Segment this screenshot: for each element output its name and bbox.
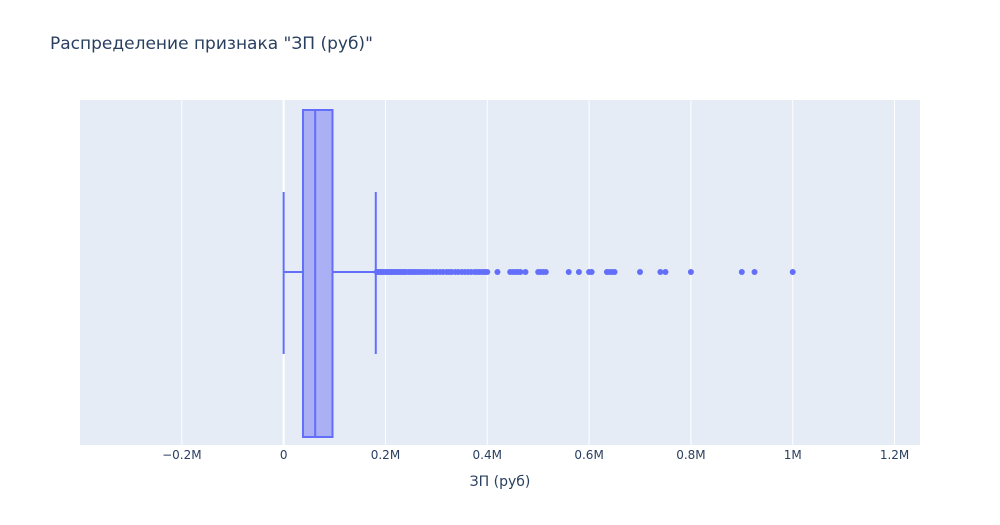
outlier-point <box>522 269 529 275</box>
outlier-point <box>657 269 664 275</box>
outlier-point <box>565 269 572 275</box>
outlier-point <box>637 269 643 275</box>
outlier-points <box>373 269 796 275</box>
chart-title: Распределение признака "ЗП (руб)" <box>50 34 373 54</box>
x-tick-label: 0.8M <box>676 448 705 462</box>
x-tick-label: 0.6M <box>574 448 603 462</box>
outlier-point <box>484 269 491 275</box>
outlier-point <box>494 269 501 275</box>
outlier-point <box>575 269 582 275</box>
outlier-point <box>687 269 694 275</box>
outlier-point <box>542 269 549 275</box>
box-trace <box>282 109 377 438</box>
outlier-point <box>789 269 796 275</box>
x-tick-label: 0.4M <box>473 448 502 462</box>
outlier-point <box>611 269 618 275</box>
outlier-point <box>751 269 758 275</box>
outlier-point <box>662 269 669 275</box>
x-tick-label: −0.2M <box>162 448 202 462</box>
x-axis-ticks: −0.2M 0 0.2M 0.4M 0.6M 0.8M 1M 1.2M <box>162 448 909 462</box>
outlier-point <box>738 269 745 275</box>
x-tick-label: 1.2M <box>880 448 909 462</box>
x-tick-label: 0.2M <box>371 448 400 462</box>
x-axis-title: ЗП (руб) <box>470 474 531 490</box>
x-tick-label: 1M <box>784 448 802 462</box>
x-tick-label: 0 <box>280 448 288 462</box>
outlier-point <box>517 269 524 275</box>
iqr-box <box>301 109 334 438</box>
outlier-point <box>588 269 595 275</box>
